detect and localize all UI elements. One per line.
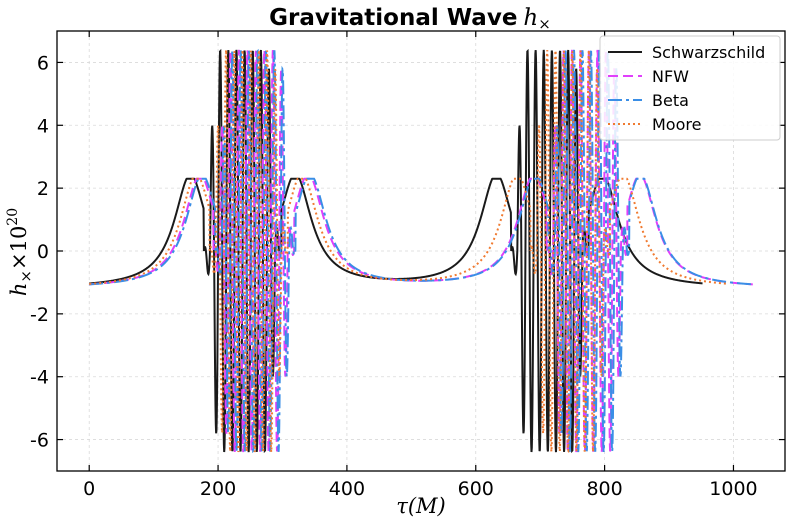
chart-title-text: Gravitational Wave — [269, 5, 517, 31]
legend-label-schwarzschild: Schwarzschild — [652, 43, 765, 62]
y-axis-label-times: ×10 — [7, 226, 31, 270]
y-axis-label: h××1020 — [5, 208, 35, 296]
legend-label-nfw: NFW — [652, 67, 689, 86]
y-tick-label: 6 — [37, 52, 49, 74]
series-line-moore — [89, 48, 729, 454]
legend-label-beta: Beta — [652, 91, 689, 110]
x-tick-label: 400 — [329, 478, 365, 500]
axis-ticks: 0 200 400 600 800 1000 -6 -4 -2 0 2 4 6 — [30, 31, 785, 500]
y-axis-label-subscript: × — [17, 270, 35, 283]
y-tick-label: 0 — [37, 241, 49, 263]
x-tick-label: 1000 — [709, 478, 757, 500]
y-tick-label: 2 — [37, 178, 49, 200]
x-axis-label: τ(M) — [396, 494, 446, 518]
y-tick-label: -2 — [30, 304, 49, 326]
chart-title-subscript: × — [538, 15, 551, 33]
series-layer — [89, 48, 753, 454]
y-tick-label: 4 — [37, 115, 49, 137]
y-tick-label: -4 — [30, 367, 49, 389]
y-axis-label-exponent: 20 — [5, 208, 21, 226]
chart-title-symbol: h — [523, 5, 538, 31]
y-axis-label-symbol: h — [7, 283, 31, 297]
x-tick-label: 800 — [586, 478, 622, 500]
y-tick-label: -6 — [30, 430, 49, 452]
x-tick-label: 0 — [83, 478, 95, 500]
legend-label-moore: Moore — [652, 115, 701, 134]
legend-box — [599, 35, 781, 141]
x-tick-label: 600 — [458, 478, 494, 500]
x-tick-label: 200 — [200, 478, 236, 500]
legend: Schwarzschild NFW Beta Moore — [599, 35, 781, 141]
chart-title: Gravitational Wave h× — [269, 5, 551, 33]
